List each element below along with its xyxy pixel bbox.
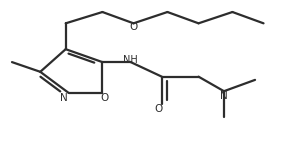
Text: O: O bbox=[101, 93, 109, 104]
Text: O: O bbox=[130, 22, 138, 32]
Text: N: N bbox=[60, 93, 68, 104]
Text: O: O bbox=[155, 104, 163, 114]
Text: NH: NH bbox=[123, 55, 138, 65]
Text: N: N bbox=[220, 91, 228, 101]
